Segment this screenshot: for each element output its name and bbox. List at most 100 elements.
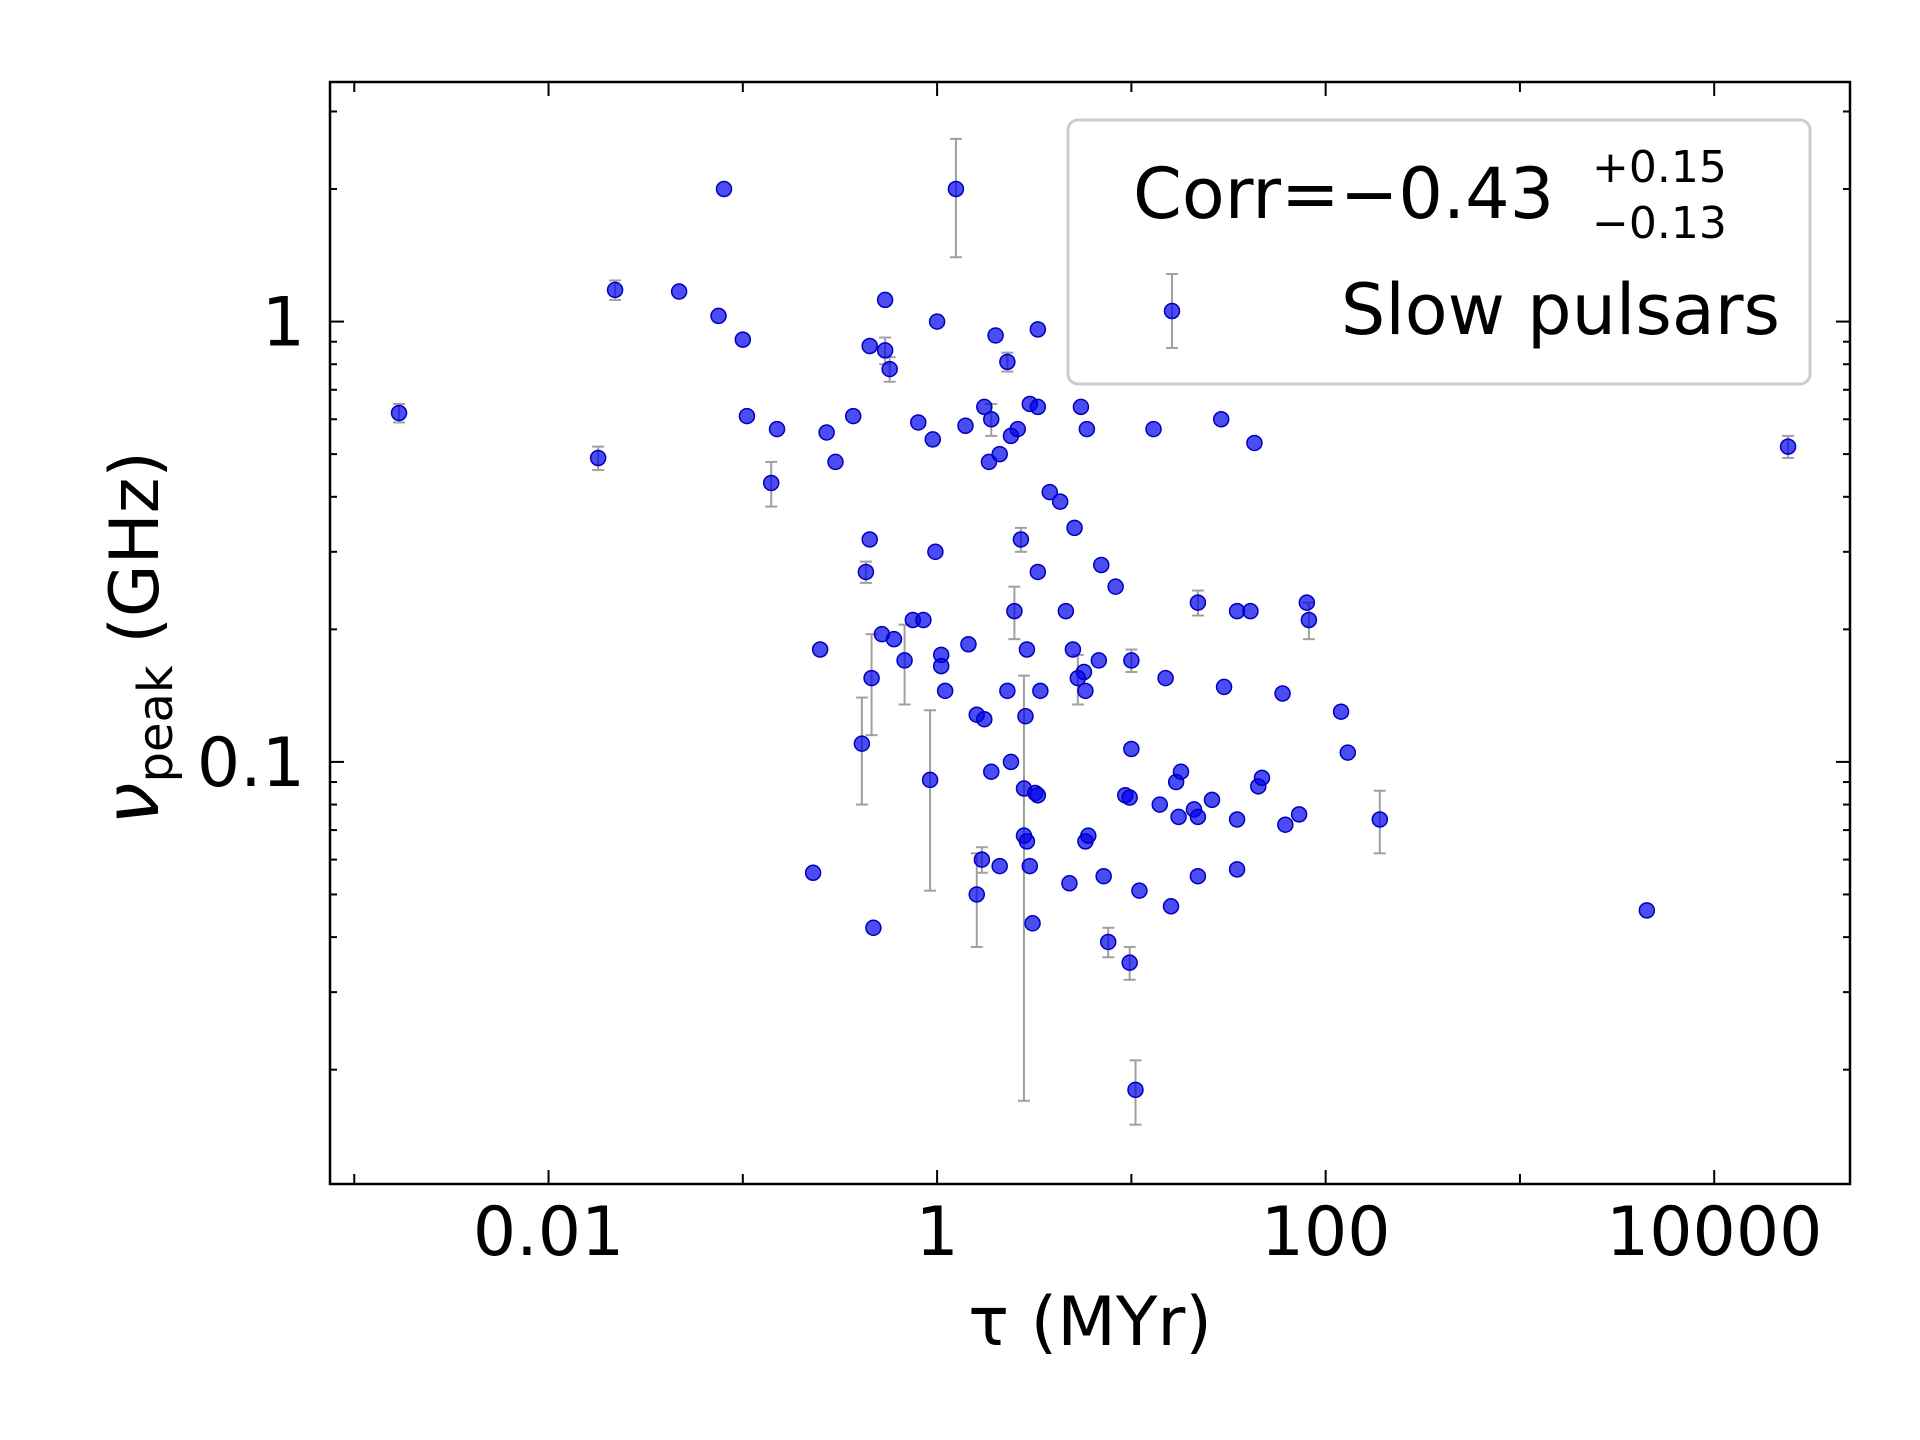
data-point	[844, 407, 862, 425]
data-point	[1298, 594, 1316, 611]
data-point	[921, 771, 939, 789]
data-point	[1277, 816, 1294, 833]
data-point	[1032, 682, 1049, 700]
data-point	[1093, 556, 1110, 574]
data-point	[1290, 806, 1308, 823]
data-point	[1123, 652, 1140, 669]
x-tick-label: 10000	[1606, 1193, 1822, 1272]
data-point	[861, 337, 878, 355]
data-point	[976, 710, 993, 728]
data-point	[1121, 954, 1138, 971]
y-axis-label-unit: (GHz)	[96, 451, 175, 665]
data-point	[1024, 915, 1041, 932]
y-axis-label-subscript: peak	[128, 665, 184, 782]
data-point	[1123, 740, 1140, 758]
data-point	[1371, 811, 1389, 828]
data-point	[811, 641, 829, 658]
data-point	[390, 404, 408, 422]
plot-frame	[328, 80, 1852, 1186]
data-point	[1172, 763, 1190, 780]
data-point	[762, 474, 780, 492]
data-point	[1077, 682, 1094, 700]
x-tick-label: 100	[1261, 1193, 1391, 1272]
data-point	[863, 669, 880, 687]
data-point	[1029, 321, 1047, 338]
data-point	[1090, 652, 1108, 669]
data-point	[1018, 833, 1036, 850]
data-point	[818, 424, 835, 441]
legend: Corr=−0.43 +0.15 −0.13 Slow pulsars	[1066, 118, 1812, 386]
data-point	[738, 407, 756, 425]
x-tick-label: 1	[915, 1193, 958, 1272]
data-point	[968, 886, 986, 903]
data-point	[1006, 602, 1023, 620]
data-point	[1012, 531, 1030, 548]
data-point	[957, 417, 974, 434]
data-point	[896, 652, 913, 669]
y-axis-label-symbol: ν	[87, 782, 176, 824]
data-point	[1064, 641, 1082, 658]
data-point	[1246, 434, 1263, 452]
data-point	[960, 636, 977, 653]
data-point	[1021, 857, 1039, 875]
legend-corr-lower: −0.13	[1592, 198, 1727, 249]
data-point	[927, 543, 944, 561]
data-point	[715, 180, 733, 198]
data-point	[876, 342, 894, 359]
data-point	[1203, 791, 1221, 809]
data-point	[1066, 519, 1083, 537]
data-point	[865, 919, 882, 937]
data-point	[924, 431, 942, 448]
data-point	[987, 327, 1004, 344]
data-point	[1638, 902, 1656, 919]
data-point	[1274, 685, 1291, 702]
legend-box	[1066, 118, 1812, 386]
data-point	[1069, 669, 1087, 687]
x-axis-label: τ (MYr)	[968, 1283, 1212, 1362]
data-point	[881, 360, 898, 378]
legend-marker	[1163, 302, 1181, 320]
data-point	[1189, 867, 1207, 885]
data-point	[804, 864, 822, 882]
data-point	[1332, 703, 1350, 720]
data-point	[983, 411, 1000, 428]
data-point	[983, 763, 1000, 780]
data-point	[885, 630, 903, 648]
data-point	[768, 420, 786, 438]
data-point	[1018, 641, 1036, 658]
data-point	[932, 657, 950, 675]
data-point	[999, 353, 1016, 371]
data-point	[936, 682, 954, 700]
data-point	[670, 283, 688, 300]
data-point	[1145, 420, 1162, 438]
data-point	[1057, 602, 1075, 620]
legend-corr-value: −0.43	[1340, 153, 1555, 235]
data-point	[973, 851, 991, 868]
y-axis-label: νpeak (GHz)	[87, 451, 184, 825]
data-point	[928, 313, 946, 330]
legend-corr-prefix: Corr=	[1133, 153, 1340, 235]
data-point	[1002, 753, 1020, 771]
legend-series-label: Slow pulsars	[1341, 269, 1780, 351]
y-tick-label: 0.1	[197, 724, 305, 803]
data-point	[1017, 707, 1034, 725]
data-point	[991, 857, 1008, 875]
data-point	[857, 563, 875, 581]
data-point	[734, 331, 752, 348]
data-point	[910, 414, 927, 431]
data-point	[1099, 933, 1117, 951]
data-point	[1170, 808, 1187, 826]
data-point	[1009, 420, 1026, 438]
data-point	[1029, 563, 1047, 581]
y-tick-labels: 0.11	[197, 284, 305, 803]
x-tick-labels: 0.01 1 100 10000	[473, 1193, 1823, 1272]
data-point	[589, 449, 607, 467]
data-point	[947, 180, 965, 198]
data-point	[853, 735, 871, 752]
data-point	[1228, 861, 1246, 878]
data-point	[915, 611, 932, 629]
data-point	[1189, 594, 1207, 611]
data-point	[1131, 882, 1148, 899]
data-point	[606, 281, 624, 299]
